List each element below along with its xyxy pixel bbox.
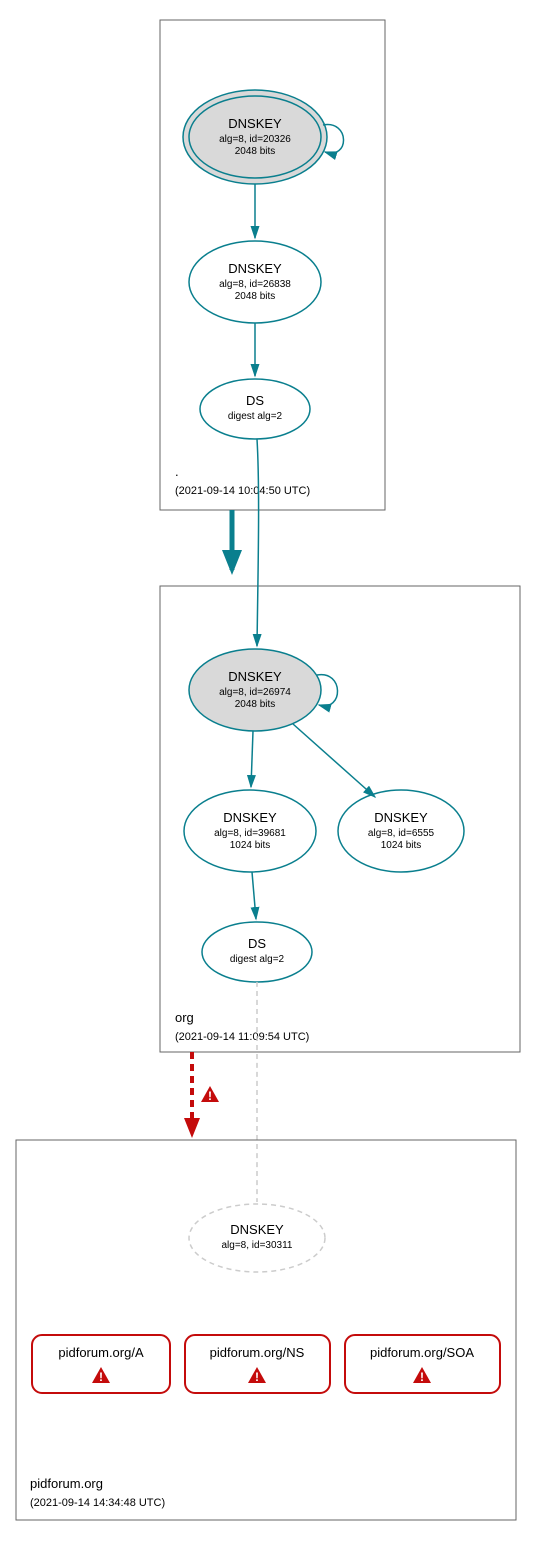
svg-text:DNSKEY: DNSKEY: [374, 810, 428, 825]
zone-org-label: org: [175, 1010, 194, 1025]
svg-text:alg=8, id=26838: alg=8, id=26838: [219, 279, 291, 290]
svg-text:pidforum.org/A: pidforum.org/A: [58, 1345, 144, 1360]
zone-root-label: .: [175, 464, 179, 479]
svg-text:alg=8, id=30311: alg=8, id=30311: [222, 1240, 293, 1251]
zone-root-ts: (2021-09-14 10:04:50 UTC): [175, 485, 310, 497]
edge-root-ds-org-ksk: [257, 439, 259, 646]
zone-leaf-box: [16, 1140, 516, 1520]
edge-org-ksk-zsk1: [251, 731, 253, 787]
svg-text:DNSKEY: DNSKEY: [228, 669, 282, 684]
zone-leaf-ts: (2021-09-14 14:34:48 UTC): [30, 1497, 165, 1509]
svg-text:alg=8, id=6555: alg=8, id=6555: [368, 828, 435, 839]
rrset-ns: pidforum.org/NS: [185, 1335, 330, 1393]
svg-text:digest alg=2: digest alg=2: [228, 411, 283, 422]
svg-text:DNSKEY: DNSKEY: [223, 810, 277, 825]
svg-text:DS: DS: [246, 393, 264, 408]
rrset-a: pidforum.org/A: [32, 1335, 170, 1393]
svg-text:2048 bits: 2048 bits: [235, 699, 276, 710]
node-root-ksk: DNSKEY alg=8, id=20326 2048 bits: [183, 90, 327, 184]
svg-text:pidforum.org/NS: pidforum.org/NS: [210, 1345, 305, 1360]
svg-text:pidforum.org/SOA: pidforum.org/SOA: [370, 1345, 474, 1360]
svg-text:DNSKEY: DNSKEY: [228, 116, 282, 131]
dnssec-diagram: ! . (2021-09-14 10:04:50 UTC) DNSKEY alg…: [10, 10, 523, 1533]
node-root-zsk: DNSKEY alg=8, id=26838 2048 bits: [189, 241, 321, 323]
svg-text:DNSKEY: DNSKEY: [230, 1222, 284, 1237]
node-org-ksk: DNSKEY alg=8, id=26974 2048 bits: [189, 649, 321, 731]
svg-text:alg=8, id=26974: alg=8, id=26974: [219, 687, 291, 698]
svg-text:alg=8, id=20326: alg=8, id=20326: [219, 134, 291, 145]
svg-text:1024 bits: 1024 bits: [230, 840, 271, 851]
node-root-ds: DS digest alg=2: [200, 379, 310, 439]
node-org-zsk2: DNSKEY alg=8, id=6555 1024 bits: [338, 790, 464, 872]
node-leaf-key: DNSKEY alg=8, id=30311: [189, 1204, 325, 1272]
edge-org-zsk1-ds: [252, 872, 256, 919]
rrset-soa: pidforum.org/SOA: [345, 1335, 500, 1393]
svg-text:DNSKEY: DNSKEY: [228, 261, 282, 276]
warn-icon-deleg: [201, 1086, 219, 1103]
svg-text:2048 bits: 2048 bits: [235, 291, 276, 302]
edge-org-ksk-zsk2: [293, 724, 375, 797]
svg-text:DS: DS: [248, 936, 266, 951]
zone-leaf-label: pidforum.org: [30, 1476, 103, 1491]
svg-text:1024 bits: 1024 bits: [381, 840, 422, 851]
node-org-ds: DS digest alg=2: [202, 922, 312, 982]
svg-text:2048 bits: 2048 bits: [235, 146, 276, 157]
zone-org-ts: (2021-09-14 11:09:54 UTC): [175, 1031, 309, 1043]
svg-text:alg=8, id=39681: alg=8, id=39681: [214, 828, 286, 839]
svg-text:digest alg=2: digest alg=2: [230, 954, 285, 965]
node-org-zsk1: DNSKEY alg=8, id=39681 1024 bits: [184, 790, 316, 872]
